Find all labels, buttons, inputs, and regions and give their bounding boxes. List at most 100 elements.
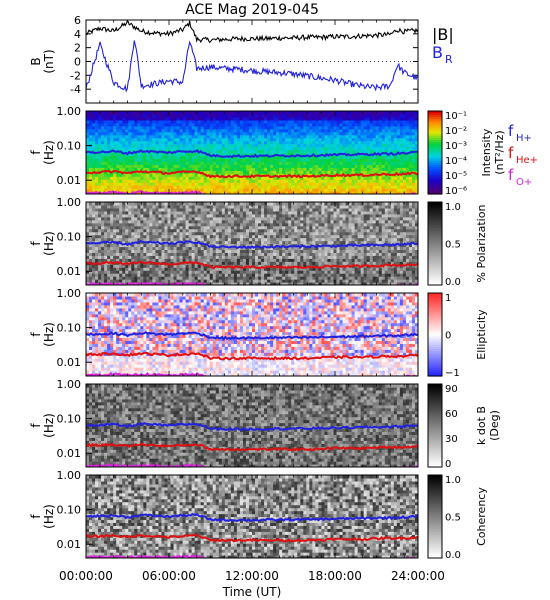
spectrogram-cell bbox=[176, 249, 181, 253]
spectrogram-cell bbox=[209, 119, 214, 124]
spectrogram-cell bbox=[170, 267, 175, 271]
spectrogram-cell bbox=[131, 237, 135, 242]
spectrogram-cell bbox=[206, 131, 211, 136]
spectrogram-cell bbox=[212, 185, 217, 189]
spectrogram-cell bbox=[324, 131, 329, 136]
spectrogram-cell bbox=[245, 140, 250, 145]
spectrogram-cell bbox=[188, 207, 193, 212]
spectrogram-cell bbox=[200, 246, 205, 251]
spectrogram-cell bbox=[182, 228, 187, 233]
spectrogram-cell bbox=[101, 222, 105, 227]
spectrogram-cell bbox=[267, 252, 271, 256]
spectrogram-cell bbox=[173, 161, 178, 165]
spectrogram-cell bbox=[279, 191, 283, 194]
spectrogram-cell bbox=[245, 122, 250, 127]
spectrogram-cell bbox=[294, 149, 298, 154]
spectrogram-cell bbox=[342, 149, 347, 154]
spectrogram-cell bbox=[267, 249, 271, 253]
spectrogram-cell bbox=[119, 237, 123, 242]
spectrogram-cell bbox=[194, 125, 199, 130]
spectrogram-cell bbox=[119, 246, 123, 251]
spectrogram-cell bbox=[209, 125, 214, 130]
spectrogram-cell bbox=[155, 167, 160, 171]
spectrogram-cell bbox=[161, 237, 166, 242]
spectrogram-cell bbox=[345, 176, 350, 180]
spectrogram-cell bbox=[191, 188, 196, 192]
spectrogram-cell bbox=[221, 188, 226, 192]
spectrogram-cell bbox=[155, 279, 160, 283]
spectrogram-cell bbox=[224, 246, 229, 251]
spectrogram-cell bbox=[128, 131, 132, 136]
spectrogram-cell bbox=[206, 179, 211, 183]
spectrogram-cell bbox=[86, 119, 90, 124]
spectrogram-cell bbox=[267, 164, 271, 168]
spectrogram-cell bbox=[164, 225, 169, 230]
spectrogram-cell bbox=[218, 279, 223, 283]
spectrogram-cell bbox=[258, 243, 262, 248]
spectrogram-cell bbox=[267, 213, 271, 218]
spectrogram-cell bbox=[224, 191, 229, 194]
spectrogram-cell bbox=[155, 188, 160, 192]
spectrogram-cell bbox=[203, 228, 208, 233]
spectrogram-cell bbox=[164, 173, 169, 177]
spectrogram-cell bbox=[288, 188, 292, 192]
spectrogram-cell bbox=[405, 122, 410, 127]
spectrogram-cell bbox=[167, 213, 172, 218]
spectrogram-cell bbox=[273, 137, 277, 142]
spectrogram-cell bbox=[363, 116, 368, 121]
colorbar-swatch bbox=[428, 183, 442, 187]
spectrogram-cell bbox=[264, 231, 268, 236]
panel-polarization: f (Hz)1.000.100.011.00.50.0% Polarization bbox=[29, 196, 488, 288]
spectrogram-cell bbox=[393, 182, 398, 186]
spectrogram-cell bbox=[89, 125, 93, 130]
spectrogram-cell bbox=[137, 188, 141, 192]
spectrogram-cell bbox=[218, 146, 223, 151]
spectrogram-cell bbox=[134, 182, 138, 186]
spectrogram-cell bbox=[167, 219, 172, 224]
spectrogram-cell bbox=[261, 191, 265, 194]
spectrogram-cell bbox=[104, 204, 108, 209]
spectrogram-cell bbox=[104, 279, 108, 283]
spectrogram-cell bbox=[188, 243, 193, 248]
spectrogram-cell bbox=[357, 191, 362, 194]
spectrogram-cell bbox=[146, 158, 150, 162]
spectrogram-cell bbox=[152, 276, 157, 280]
spectrogram-cell bbox=[215, 202, 220, 206]
spectrogram-cell bbox=[258, 270, 262, 274]
spectrogram-cell bbox=[378, 179, 383, 183]
spectrogram-cell bbox=[218, 246, 223, 251]
spectrogram-cell bbox=[227, 125, 232, 130]
spectrogram-cell bbox=[89, 134, 93, 139]
spectrogram-cell bbox=[309, 158, 313, 162]
spectrogram-cell bbox=[104, 116, 108, 121]
spectrogram-cell bbox=[242, 216, 247, 221]
spectrogram-cell bbox=[92, 167, 96, 171]
spectrogram-cell bbox=[191, 252, 196, 256]
spectrogram-cell bbox=[206, 255, 211, 259]
spectrogram-cell bbox=[393, 149, 398, 154]
spectrogram-cell bbox=[119, 210, 123, 215]
spectrogram-cell bbox=[86, 246, 90, 251]
spectrogram-cell bbox=[261, 270, 265, 274]
spectrogram-cell bbox=[149, 182, 153, 186]
spectrogram-cell bbox=[158, 167, 163, 171]
spectrogram-cell bbox=[233, 270, 238, 274]
spectrogram-cell bbox=[107, 137, 111, 142]
spectrogram-cell bbox=[390, 182, 395, 186]
spectrogram-cell bbox=[218, 182, 223, 186]
spectrogram-cell bbox=[402, 146, 407, 151]
spectrogram-cell bbox=[276, 128, 280, 133]
spectrogram-cell bbox=[291, 158, 295, 162]
spectrogram-cell bbox=[98, 158, 102, 162]
spectrogram-cell bbox=[167, 131, 172, 136]
spectrogram-cell bbox=[161, 270, 166, 274]
spectrogram-cell bbox=[248, 258, 253, 262]
spectrogram-cell bbox=[258, 158, 262, 162]
spectrogram-cell bbox=[176, 128, 181, 133]
spectrogram-cell bbox=[348, 113, 353, 118]
spectrogram-cell bbox=[110, 264, 114, 268]
spectrogram-cell bbox=[309, 137, 313, 142]
spectrogram-cell bbox=[167, 210, 172, 215]
spectrogram-cell bbox=[164, 137, 169, 142]
spectrogram-cell bbox=[191, 213, 196, 218]
